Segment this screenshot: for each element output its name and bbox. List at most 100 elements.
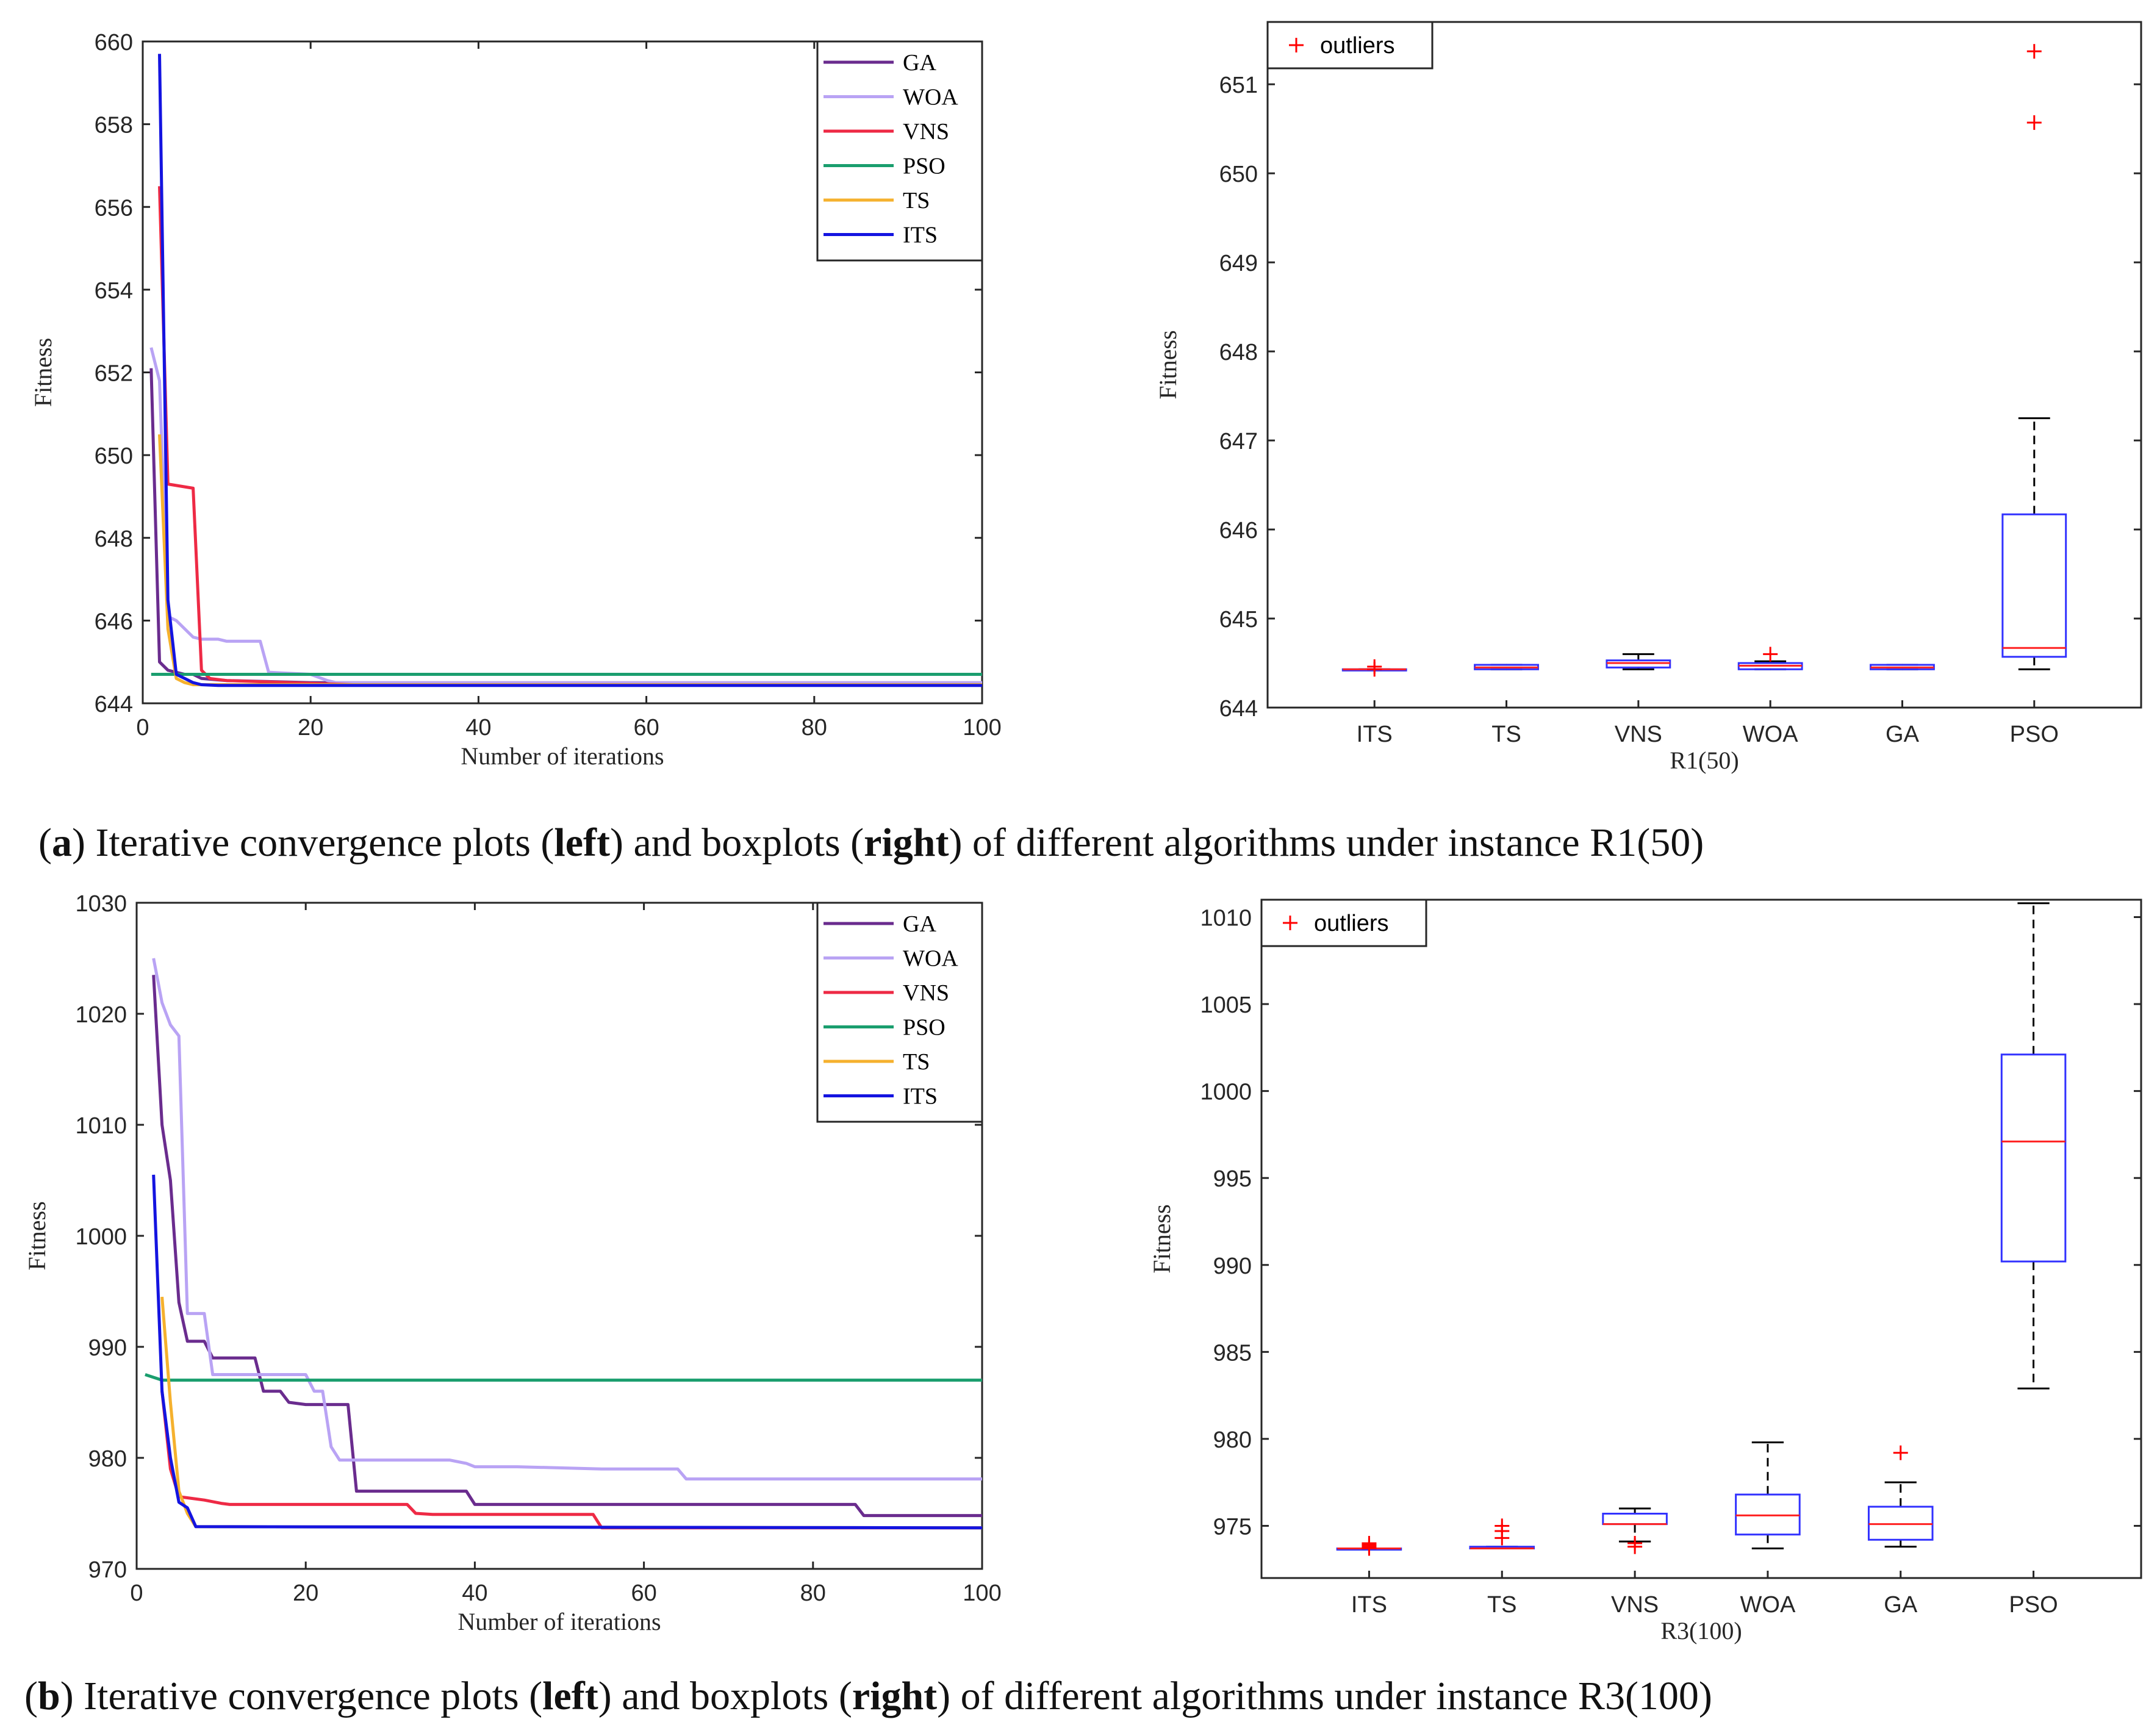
x-tick-label: VNS bbox=[1615, 722, 1662, 747]
y-axis-label: Fitness bbox=[1154, 330, 1182, 399]
y-tick-label: 658 bbox=[95, 113, 133, 138]
legend-label-vns: VNS bbox=[903, 980, 949, 1006]
legend-label-ga: GA bbox=[903, 50, 936, 76]
legend-label-outliers: outliers bbox=[1320, 33, 1395, 59]
x-axis-label: Number of iterations bbox=[461, 742, 664, 770]
y-tick-label: 656 bbox=[95, 195, 133, 221]
y-tick-label: 647 bbox=[1219, 429, 1258, 454]
x-tick-label: GA bbox=[1886, 722, 1920, 747]
y-tick-label: 648 bbox=[95, 526, 133, 552]
x-axis-label: R1(50) bbox=[1670, 747, 1739, 774]
legend-box bbox=[816, 902, 983, 1123]
x-tick-label: WOA bbox=[1740, 1592, 1796, 1618]
series-line-its bbox=[158, 54, 982, 687]
x-axis-label: R3(100) bbox=[1660, 1617, 1742, 1645]
y-tick-label: 990 bbox=[88, 1335, 127, 1361]
y-tick-label: 646 bbox=[95, 609, 133, 634]
y-tick-label: 1030 bbox=[75, 891, 127, 917]
y-tick-label: 651 bbox=[1219, 73, 1258, 98]
y-axis-label: Fitness bbox=[1148, 1204, 1175, 1273]
x-tick-label: PSO bbox=[2009, 1592, 2058, 1618]
y-tick-label: 646 bbox=[1219, 518, 1258, 543]
y-tick-label: 650 bbox=[1219, 162, 1258, 187]
y-tick-label: 654 bbox=[95, 278, 133, 304]
box-pso bbox=[2000, 1053, 2067, 1263]
x-tick-label: 40 bbox=[465, 715, 491, 741]
plot-frame bbox=[1260, 898, 2142, 1579]
convergence-plot-r1: 0 20 40 60 80 100 644 646 648 650 652 654 656 658 660 N… bbox=[29, 30, 1002, 770]
boxplot-r3: 975 980 985 990 995 1000 1005 1010 ITS TS VNS WOA GA… bbox=[1148, 898, 2142, 1645]
legend-box bbox=[816, 40, 983, 262]
series-line-ts bbox=[160, 1296, 983, 1530]
y-tick-label: 648 bbox=[1219, 340, 1258, 365]
x-tick-label: ITS bbox=[1351, 1592, 1387, 1618]
y-tick-label: 975 bbox=[1213, 1514, 1252, 1540]
caption-b: (b) Iterative convergence plots (left) a… bbox=[24, 1674, 1712, 1718]
y-tick-label: 644 bbox=[95, 692, 133, 717]
y-tick-label: 980 bbox=[88, 1446, 127, 1472]
x-tick-label: VNS bbox=[1611, 1592, 1659, 1618]
y-tick-label: 985 bbox=[1213, 1340, 1252, 1366]
y-tick-label: 970 bbox=[88, 1557, 127, 1583]
y-tick-label: 990 bbox=[1213, 1254, 1252, 1279]
x-tick-label: PSO bbox=[2010, 722, 2059, 747]
series-line-ga bbox=[149, 368, 865, 686]
x-tick-label: 0 bbox=[130, 1580, 143, 1606]
x-tick-label: 60 bbox=[631, 1580, 656, 1606]
y-tick-label: 649 bbox=[1219, 251, 1258, 276]
y-axis-label: Fitness bbox=[29, 338, 57, 407]
y-tick-label: 1020 bbox=[75, 1002, 127, 1028]
legend-label-outliers: outliers bbox=[1314, 911, 1389, 936]
legend-label-woa: WOA bbox=[903, 85, 958, 110]
legend-label-ts: TS bbox=[903, 188, 930, 213]
boxplot-r1: 644 645 646 647 648 649 650 651 ITS TS VNS WOA GA PSO… bbox=[1154, 21, 2142, 774]
x-tick-label: ITS bbox=[1357, 722, 1393, 747]
y-tick-label: 1010 bbox=[1200, 906, 1252, 931]
x-tick-label: 0 bbox=[136, 715, 149, 741]
x-tick-label: WOA bbox=[1743, 722, 1798, 747]
box-vns bbox=[1602, 1513, 1668, 1526]
x-tick-label: 40 bbox=[462, 1580, 487, 1606]
legend-label-its: ITS bbox=[903, 223, 938, 248]
y-tick-label: 1000 bbox=[75, 1224, 127, 1250]
y-tick-label: 660 bbox=[95, 30, 133, 56]
y-tick-label: 645 bbox=[1219, 607, 1258, 633]
x-tick-label: 100 bbox=[963, 1580, 1001, 1606]
legend-label-ga: GA bbox=[903, 911, 936, 937]
legend-box bbox=[1266, 21, 1434, 70]
legend-label-its: ITS bbox=[903, 1084, 938, 1110]
x-axis-label: Number of iterations bbox=[458, 1608, 661, 1635]
legend-label-ts: TS bbox=[903, 1049, 930, 1075]
legend-label-woa: WOA bbox=[903, 946, 958, 972]
x-tick-label: 20 bbox=[293, 1580, 318, 1606]
legend-label-pso: PSO bbox=[903, 154, 946, 179]
x-tick-label: TS bbox=[1487, 1592, 1517, 1618]
series-line-ts bbox=[158, 434, 982, 686]
box-pso bbox=[2001, 513, 2067, 658]
y-tick-label: 1005 bbox=[1200, 992, 1252, 1018]
series-line-woa bbox=[149, 347, 982, 684]
y-tick-label: 650 bbox=[95, 443, 133, 469]
x-tick-label: 100 bbox=[963, 715, 1001, 741]
y-tick-label: 1010 bbox=[75, 1113, 127, 1139]
y-tick-label: 995 bbox=[1213, 1166, 1252, 1192]
series-line-ga bbox=[152, 975, 982, 1518]
y-axis-label: Fitness bbox=[23, 1201, 51, 1270]
x-tick-label: TS bbox=[1491, 722, 1521, 747]
x-tick-label: 60 bbox=[633, 715, 659, 741]
convergence-plot-r3: 0 20 40 60 80 100 970 980 990 1000 1010 1020 1030 Num… bbox=[23, 891, 1002, 1635]
x-tick-label: 80 bbox=[800, 1580, 826, 1606]
x-tick-label: GA bbox=[1884, 1592, 1918, 1618]
caption-a: (a) Iterative convergence plots (left) a… bbox=[38, 820, 1704, 865]
legend-label-pso: PSO bbox=[903, 1015, 946, 1041]
y-tick-label: 652 bbox=[95, 361, 133, 387]
series-line-woa bbox=[152, 958, 982, 1481]
y-tick-label: 1000 bbox=[1200, 1080, 1252, 1105]
series-line-pso bbox=[145, 1373, 982, 1382]
x-tick-label: 20 bbox=[298, 715, 323, 741]
x-tick-label: 80 bbox=[802, 715, 827, 741]
y-tick-label: 980 bbox=[1213, 1427, 1252, 1453]
y-tick-label: 644 bbox=[1219, 696, 1258, 722]
plot-frame bbox=[1266, 21, 2142, 709]
